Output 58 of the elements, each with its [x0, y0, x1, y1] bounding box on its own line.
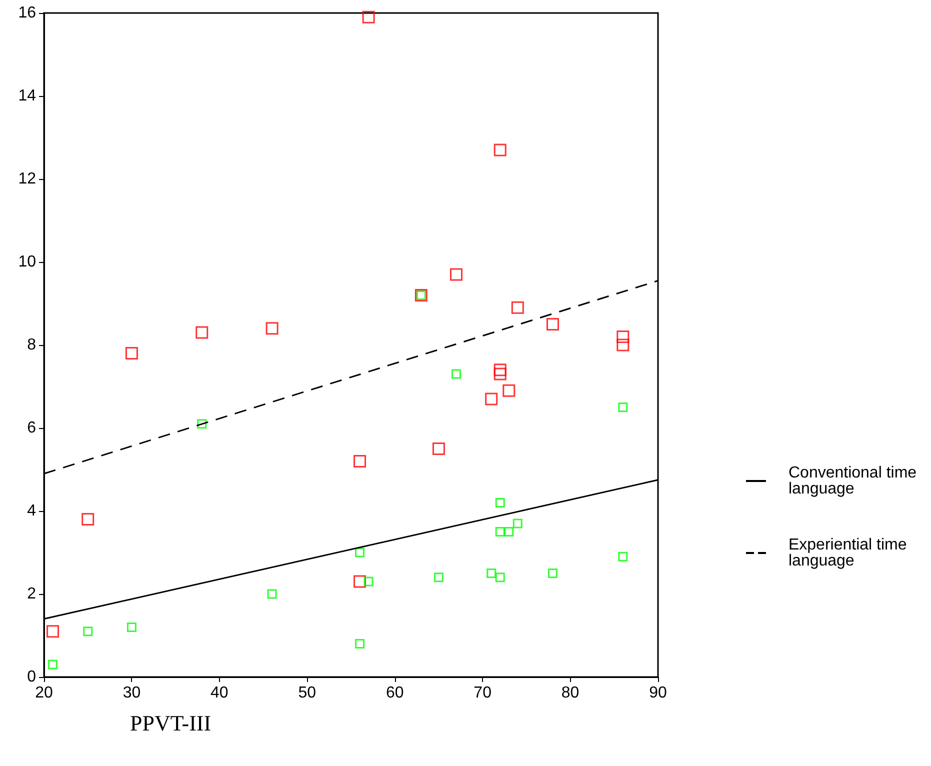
- point: [495, 572, 505, 582]
- y-tick-label: 8: [27, 336, 36, 354]
- y-tick-label: 14: [18, 88, 36, 104]
- point: [546, 318, 559, 330]
- point: [46, 625, 60, 638]
- y-tick-label: 16: [18, 4, 36, 22]
- point: [354, 575, 366, 588]
- point: [48, 660, 58, 670]
- x-tick-label: 70: [474, 684, 492, 702]
- x-tick-label: 20: [35, 684, 53, 702]
- y-tick-label: 6: [27, 420, 36, 436]
- x-axis-title: PPVT-III: [130, 710, 212, 736]
- point: [354, 454, 366, 468]
- point: [126, 622, 136, 632]
- point: [267, 589, 277, 599]
- x-tick-label: 80: [561, 684, 580, 702]
- y-tick-label: 10: [18, 254, 36, 270]
- point: [494, 368, 506, 380]
- point: [434, 572, 444, 582]
- point: [512, 518, 522, 528]
- point: [504, 527, 514, 536]
- point: [486, 568, 496, 578]
- point: [432, 442, 445, 455]
- point: [618, 552, 628, 562]
- x-tick-label: 60: [386, 684, 404, 702]
- point: [452, 369, 462, 379]
- y-tick-label: 2: [27, 586, 36, 602]
- x-tick-label: 40: [210, 684, 228, 702]
- point: [450, 268, 463, 281]
- legend-label: Conventional time language: [788, 464, 921, 498]
- point: [362, 10, 375, 24]
- point: [266, 322, 278, 335]
- point: [196, 326, 208, 339]
- point: [495, 527, 505, 536]
- point: [618, 402, 628, 412]
- point: [355, 548, 365, 558]
- point: [548, 568, 558, 578]
- point: [125, 347, 138, 360]
- point: [494, 364, 506, 376]
- point: [355, 639, 365, 649]
- point: [82, 513, 94, 526]
- point: [511, 301, 524, 314]
- y-tick-label: 12: [18, 170, 36, 188]
- y-tick-label: 4: [27, 502, 36, 520]
- x-tick-label: 50: [298, 684, 316, 702]
- legend-label: Experiential time language: [788, 536, 912, 570]
- point: [502, 384, 516, 397]
- x-tick-label: 30: [122, 684, 141, 702]
- point: [83, 626, 93, 636]
- x-tick-label: 90: [649, 684, 667, 702]
- y-tick-label: 0: [27, 668, 36, 686]
- point: [494, 144, 506, 156]
- point: [364, 576, 374, 586]
- point: [616, 338, 630, 352]
- point: [197, 419, 207, 429]
- point: [495, 498, 505, 508]
- point: [616, 330, 630, 343]
- point: [485, 392, 498, 406]
